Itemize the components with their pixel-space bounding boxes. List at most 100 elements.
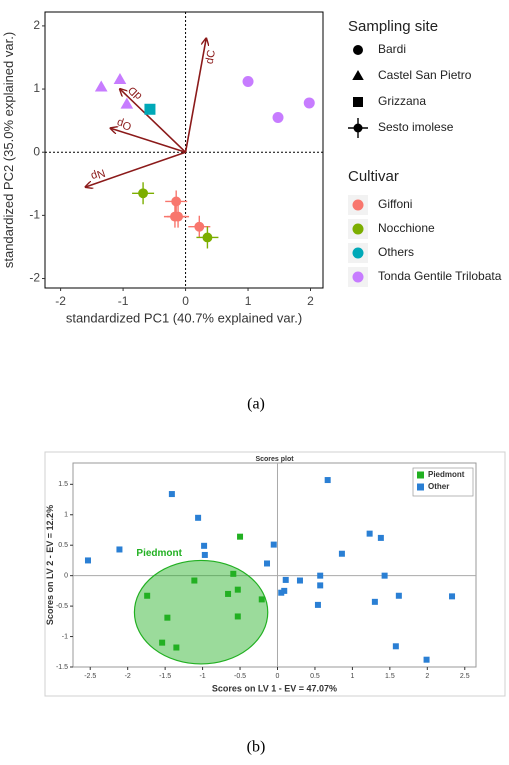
y-axis-label: standardized PC2 (35.0% explained var.) [1,32,16,268]
point [113,72,127,84]
point [353,97,363,107]
point [173,211,184,222]
y-tick-label: 1.5 [58,481,68,488]
point [237,533,244,540]
point [168,491,175,498]
x-tick-label: 0 [276,673,280,680]
point [303,97,315,109]
x-tick-label: -1.5 [159,673,171,680]
x-tick-label: 2 [425,673,429,680]
legend-label: Piedmont [428,470,465,479]
y-tick-label: -1 [62,633,68,640]
x-tick-label: -1 [118,294,129,308]
legend-label: Others [378,245,414,259]
point [264,560,271,567]
y-tick-label: 2 [33,18,40,32]
legend-swatch [352,223,364,235]
point [94,80,108,92]
legend-label: Castel San Pietro [378,68,472,82]
legend-label: Bardi [378,42,406,56]
point [395,592,402,599]
confidence-ellipse [133,559,269,665]
point [138,188,149,199]
x-axis-label: standardized PC1 (40.7% explained var.) [66,310,302,325]
legend-swatch [352,247,364,259]
point [173,644,180,651]
point [353,45,363,55]
x-tick-label: 2 [307,294,314,308]
legend-label: Sesto imolese [378,120,454,134]
x-tick-label: 0.5 [310,673,320,680]
y-tick-label: -1 [29,208,40,222]
caption: (b) [247,739,266,756]
loading-arrow [86,151,186,187]
y-tick-label: 0 [64,573,68,580]
x-tick-label: -2 [125,673,131,680]
point [242,75,254,87]
loading-arrow [111,128,186,153]
point [144,103,156,115]
y-tick-label: 0.5 [58,542,68,549]
y-axis-label: Scores on LV 2 - EV = 12.2% [45,505,55,625]
plot-frame [44,11,324,289]
arrow-label: Np [89,166,106,182]
point [159,639,166,646]
legend-swatch [352,199,364,211]
point [377,534,384,541]
panel-frame [44,451,506,697]
point [353,123,363,133]
legend-label: Giffoni [378,197,412,211]
x-tick-label: 1 [350,673,354,680]
point [423,656,430,663]
ellipse-label: Piedmont [136,548,182,559]
plot-frame [72,462,477,668]
point [201,542,208,549]
point [282,576,289,583]
x-tick-label: 0 [182,294,189,308]
point [272,111,284,123]
point [314,601,321,608]
legend-swatch [417,483,424,491]
point [234,586,241,593]
caption: (a) [247,396,265,413]
arrow-label: dD [126,84,144,102]
legend-label: Nocchione [378,221,435,235]
point [120,97,134,109]
legend-title: Sampling site [348,18,438,35]
loading-arrow [184,39,207,153]
point [317,572,324,579]
point [449,593,456,600]
point [171,196,182,207]
y-tick-label: 1 [33,81,40,95]
legend-label: Tonda Gentile Trilobata [378,269,502,283]
x-tick-label: 1 [245,294,252,308]
x-tick-label: 2.5 [460,673,470,680]
arrow-label: Op [115,116,133,132]
y-tick-label: -2 [29,271,40,285]
point [352,70,364,80]
point [281,587,288,594]
point [258,596,265,603]
point [201,551,208,558]
point [317,582,324,589]
legend-title: Cultivar [348,168,399,185]
chart-title: Scores plot [255,456,294,463]
x-tick-label: -0.5 [234,673,246,680]
y-tick-label: 1 [64,512,68,519]
y-tick-label: 0 [33,144,40,158]
loading-arrow [120,89,187,153]
point [366,530,373,537]
point [225,590,232,597]
point [144,592,151,599]
point [164,614,171,621]
arrow-label: dC [204,49,218,65]
point [296,577,303,584]
point [202,232,213,243]
x-axis-label: Scores on LV 1 - EV = 47.07% [212,683,337,693]
point [234,613,241,620]
point [392,643,399,650]
legend-swatch [417,471,424,479]
point [381,572,388,579]
legend-label: Grizzana [378,94,426,108]
point [270,541,277,548]
